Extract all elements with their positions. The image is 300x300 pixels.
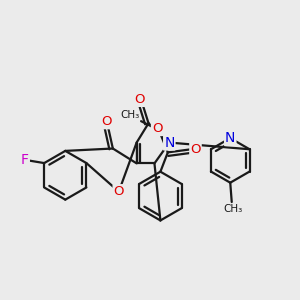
Text: F: F bbox=[21, 153, 29, 167]
Text: O: O bbox=[102, 115, 112, 128]
Text: O: O bbox=[190, 143, 201, 156]
Text: N: N bbox=[164, 136, 175, 150]
Text: CH₃: CH₃ bbox=[224, 203, 243, 214]
Text: CH₃: CH₃ bbox=[120, 110, 140, 120]
Text: O: O bbox=[152, 122, 162, 135]
Text: O: O bbox=[113, 185, 124, 198]
Text: O: O bbox=[134, 93, 145, 106]
Text: N: N bbox=[225, 131, 236, 145]
